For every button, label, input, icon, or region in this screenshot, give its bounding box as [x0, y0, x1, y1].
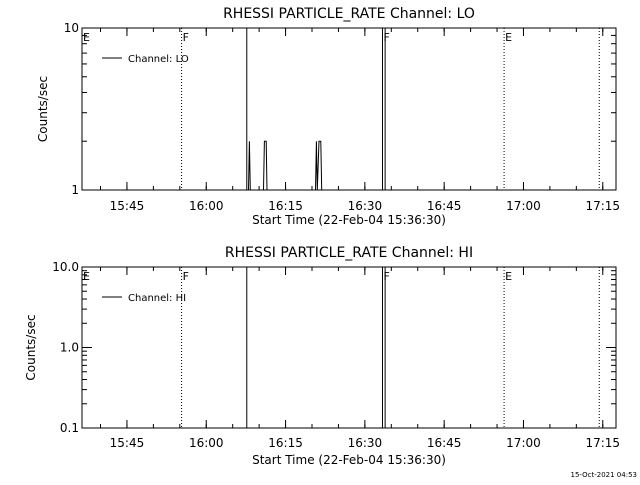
x-tick-label: 17:00 [506, 436, 541, 450]
y-tick-label: 1 [71, 183, 79, 197]
legend-entry: Channel: LO [128, 54, 189, 65]
x-tick-label: 16:30 [348, 199, 383, 213]
x-tick-label: 16:15 [268, 199, 303, 213]
event-marker-label: E [505, 270, 512, 283]
y-axis-label: Counts/sec [36, 76, 50, 142]
x-tick-label: 16:30 [348, 436, 383, 450]
event-marker-label: E [83, 31, 90, 44]
x-tick-label: 17:15 [585, 436, 620, 450]
legend-entry: Channel: HI [128, 293, 186, 304]
event-marker-label: F [183, 31, 189, 44]
x-tick-label: 16:45 [427, 436, 462, 450]
event-marker-label: F [383, 270, 389, 283]
x-tick-label: 16:00 [189, 199, 224, 213]
y-tick-label: 1.0 [60, 341, 79, 355]
x-tick-label: 16:45 [427, 199, 462, 213]
x-axis-label: Start Time (22-Feb-04 15:36:30) [252, 453, 446, 467]
chart-title: RHESSI PARTICLE_RATE Channel: HI [225, 245, 473, 261]
x-tick-label: 16:00 [189, 436, 224, 450]
y-tick-label: 10 [64, 21, 79, 35]
series-line [248, 140, 323, 191]
x-tick-label: 17:00 [506, 199, 541, 213]
y-axis-label: Counts/sec [24, 314, 38, 380]
event-marker-label: F [383, 31, 389, 44]
x-tick-label: 16:15 [268, 436, 303, 450]
footer-timestamp: 15-Oct-2021 04:53 [570, 471, 637, 479]
event-marker-label: F [183, 270, 189, 283]
y-tick-label: 0.1 [60, 421, 79, 435]
event-marker-label: E [83, 270, 90, 283]
event-marker-label: E [505, 31, 512, 44]
x-axis-label: Start Time (22-Feb-04 15:36:30) [252, 213, 446, 227]
y-tick-label: 10.0 [52, 260, 79, 274]
plot-frame [81, 266, 617, 429]
x-tick-label: 15:45 [110, 199, 145, 213]
x-tick-label: 17:15 [585, 199, 620, 213]
chart-title: RHESSI PARTICLE_RATE Channel: LO [223, 6, 475, 22]
x-tick-label: 15:45 [110, 436, 145, 450]
plot-frame [81, 27, 617, 191]
